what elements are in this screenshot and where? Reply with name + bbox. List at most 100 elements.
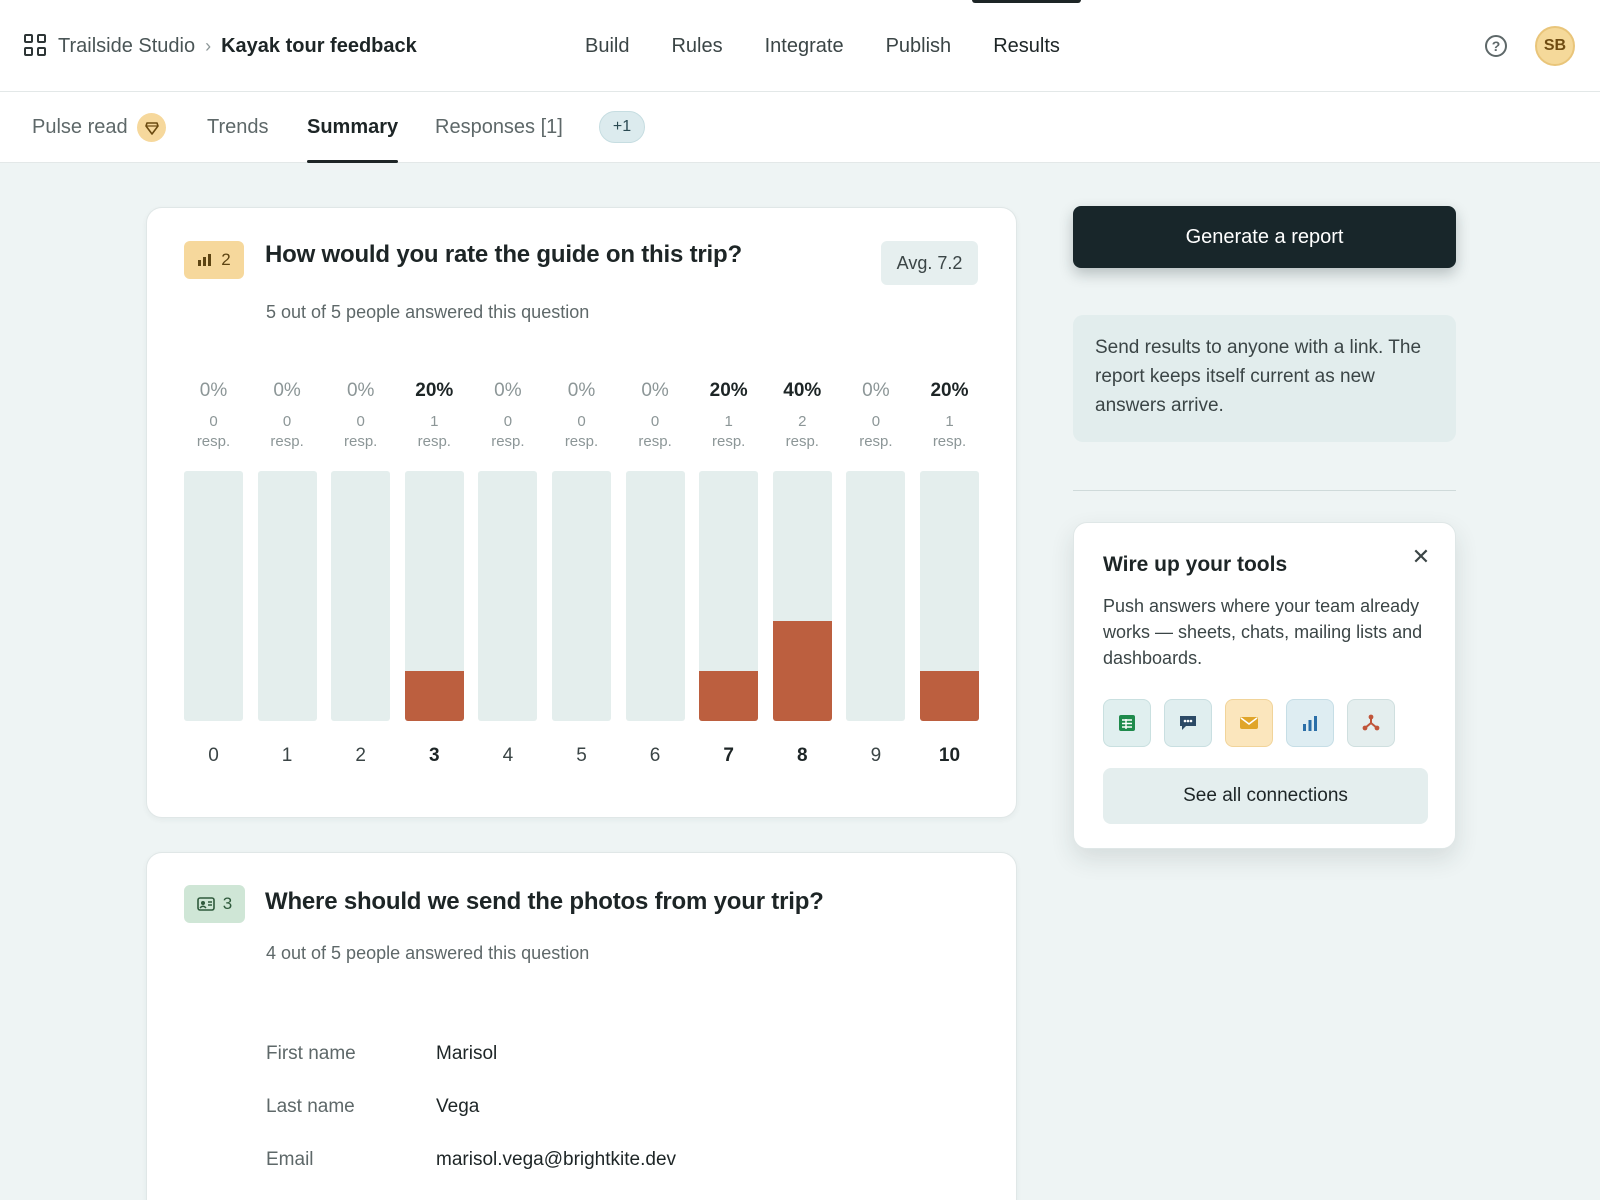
bar-percent-label: 0% xyxy=(494,380,522,401)
nav-publish[interactable]: Publish xyxy=(885,35,952,57)
tools-card-description: Push answers where your team already wor… xyxy=(1103,596,1423,668)
contact-card-icon xyxy=(196,897,215,911)
help-icon[interactable]: ? xyxy=(1485,35,1507,57)
tab-summary[interactable]: Summary xyxy=(307,92,399,163)
bar-category-label: 4 xyxy=(502,745,514,766)
divider xyxy=(1073,490,1456,491)
bar-chart-icon xyxy=(198,254,212,266)
response-count-value: 0 xyxy=(209,413,218,430)
app-grid-icon[interactable] xyxy=(24,34,48,58)
bar-category-label: 9 xyxy=(870,745,882,766)
nav-build[interactable]: Build xyxy=(585,35,630,57)
project-name: Kayak tour feedback xyxy=(221,34,417,57)
bar-category-label: 5 xyxy=(576,745,587,766)
results-tabs: Pulse read Trends Summary Responses [1] … xyxy=(0,92,1600,163)
question-number-badge: 3 xyxy=(184,885,245,923)
breadcrumb-separator: › xyxy=(205,35,212,56)
bar-percent-label: 0% xyxy=(641,380,669,401)
bar-response-count: 0 resp. xyxy=(174,412,253,452)
bar-response-count: 0 resp. xyxy=(836,412,915,452)
field-value: marisol.vega@brightkite.dev xyxy=(436,1149,677,1170)
bar-percent-label: 0% xyxy=(273,380,301,401)
bar-track[interactable] xyxy=(404,471,464,721)
bar-category-label: 1 xyxy=(281,745,293,766)
response-count-value: 0 xyxy=(650,413,660,430)
bar-percent-label: 20% xyxy=(709,380,748,401)
response-count-value: 1 xyxy=(724,413,733,430)
response-count-suffix: resp. xyxy=(859,433,893,450)
tools-card: Wire up your tools ✕ Push answers where … xyxy=(1073,522,1456,849)
response-count-value: 0 xyxy=(577,413,586,430)
main-nav: Build Rules Integrate Publish Results xyxy=(564,0,1081,92)
bar-response-count: 1 resp. xyxy=(395,412,474,452)
sheets-icon[interactable] xyxy=(1103,699,1151,747)
chat-icon[interactable] xyxy=(1164,699,1212,747)
bar-track[interactable] xyxy=(625,471,685,721)
question-title: How would you rate the guide on this tri… xyxy=(265,241,742,268)
question-number: 3 xyxy=(222,894,233,913)
bar-track[interactable] xyxy=(920,471,979,721)
bar-track[interactable] xyxy=(552,471,611,721)
mail-icon[interactable] xyxy=(1225,699,1273,747)
tab-trends[interactable]: Trends xyxy=(207,116,269,138)
share-note: Send results to anyone with a link. The … xyxy=(1073,315,1456,442)
question-card-rating: 2 How would you rate the guide on this t… xyxy=(146,207,1017,818)
nav-results[interactable]: Results xyxy=(972,0,1081,92)
response-count-suffix: resp. xyxy=(344,433,378,450)
bar-response-count: 0 resp. xyxy=(542,412,621,452)
bar-track[interactable] xyxy=(184,471,243,721)
response-count-suffix: resp. xyxy=(932,433,967,450)
field-value: Vega xyxy=(436,1096,480,1117)
more-tabs-chip[interactable]: +1 xyxy=(599,111,645,143)
response-count-suffix: resp. xyxy=(785,433,819,450)
org-name[interactable]: Trailside Studio xyxy=(58,34,196,57)
question-answered-count: 5 out of 5 people answered this question xyxy=(266,302,590,322)
nav-integrate[interactable]: Integrate xyxy=(764,35,844,57)
tab-responses[interactable]: Responses [1] xyxy=(435,116,563,138)
bar-percent-label: 40% xyxy=(783,380,822,401)
bar-fill xyxy=(699,671,759,721)
response-count-value: 1 xyxy=(430,413,439,430)
response-count-suffix: resp. xyxy=(270,433,304,450)
response-count-value: 0 xyxy=(503,413,513,430)
bar-response-count: 0 resp. xyxy=(321,412,400,452)
bar-track[interactable] xyxy=(846,471,906,721)
bar-track[interactable] xyxy=(331,471,391,721)
see-all-connections-button[interactable]: See all connections xyxy=(1103,768,1428,824)
bar-track[interactable] xyxy=(699,471,759,721)
question-card-contact: 3 Where should we send the photos from y… xyxy=(146,852,1017,1200)
bar-percent-label: 0% xyxy=(567,380,596,401)
tab-pulse-read[interactable]: Pulse read xyxy=(32,116,128,138)
generate-report-button[interactable]: Generate a report xyxy=(1073,206,1456,268)
bar-category-label: 2 xyxy=(355,745,366,766)
bar-response-count: 1 resp. xyxy=(910,412,989,452)
field-label: Last name xyxy=(266,1096,355,1117)
bar-category-label: 10 xyxy=(938,745,961,766)
avatar[interactable]: SB xyxy=(1535,26,1575,66)
breadcrumb: Trailside Studio › Kayak tour feedback xyxy=(24,30,417,62)
bar-track[interactable] xyxy=(478,471,538,721)
webhook-icon[interactable] xyxy=(1347,699,1395,747)
close-icon[interactable]: ✕ xyxy=(1411,544,1431,569)
question-number: 2 xyxy=(221,250,231,269)
response-count-value: 0 xyxy=(871,413,881,430)
bar-category-label: 0 xyxy=(208,745,219,766)
top-bar: Trailside Studio › Kayak tour feedback B… xyxy=(0,0,1600,92)
response-count-suffix: resp. xyxy=(564,433,599,450)
bar-category-label: 8 xyxy=(797,745,808,766)
bar-percent-label: 0% xyxy=(862,380,890,401)
bar-response-count: 0 resp. xyxy=(616,412,695,452)
dashboard-icon[interactable] xyxy=(1286,699,1334,747)
pulse-read-badge[interactable] xyxy=(137,113,166,142)
question-answered-count: 4 out of 5 people answered this question xyxy=(266,943,590,963)
bar-track[interactable] xyxy=(772,471,832,721)
bar-category-label: 7 xyxy=(723,745,734,766)
bar-track[interactable] xyxy=(257,471,317,721)
bar-response-count: 1 resp. xyxy=(689,412,768,452)
nav-rules[interactable]: Rules xyxy=(671,35,723,57)
bar-category-label: 3 xyxy=(429,745,440,766)
field-label: Email xyxy=(266,1149,314,1170)
gem-icon xyxy=(144,121,159,135)
bar-percent-label: 0% xyxy=(199,380,228,401)
response-count-value: 2 xyxy=(798,413,807,430)
